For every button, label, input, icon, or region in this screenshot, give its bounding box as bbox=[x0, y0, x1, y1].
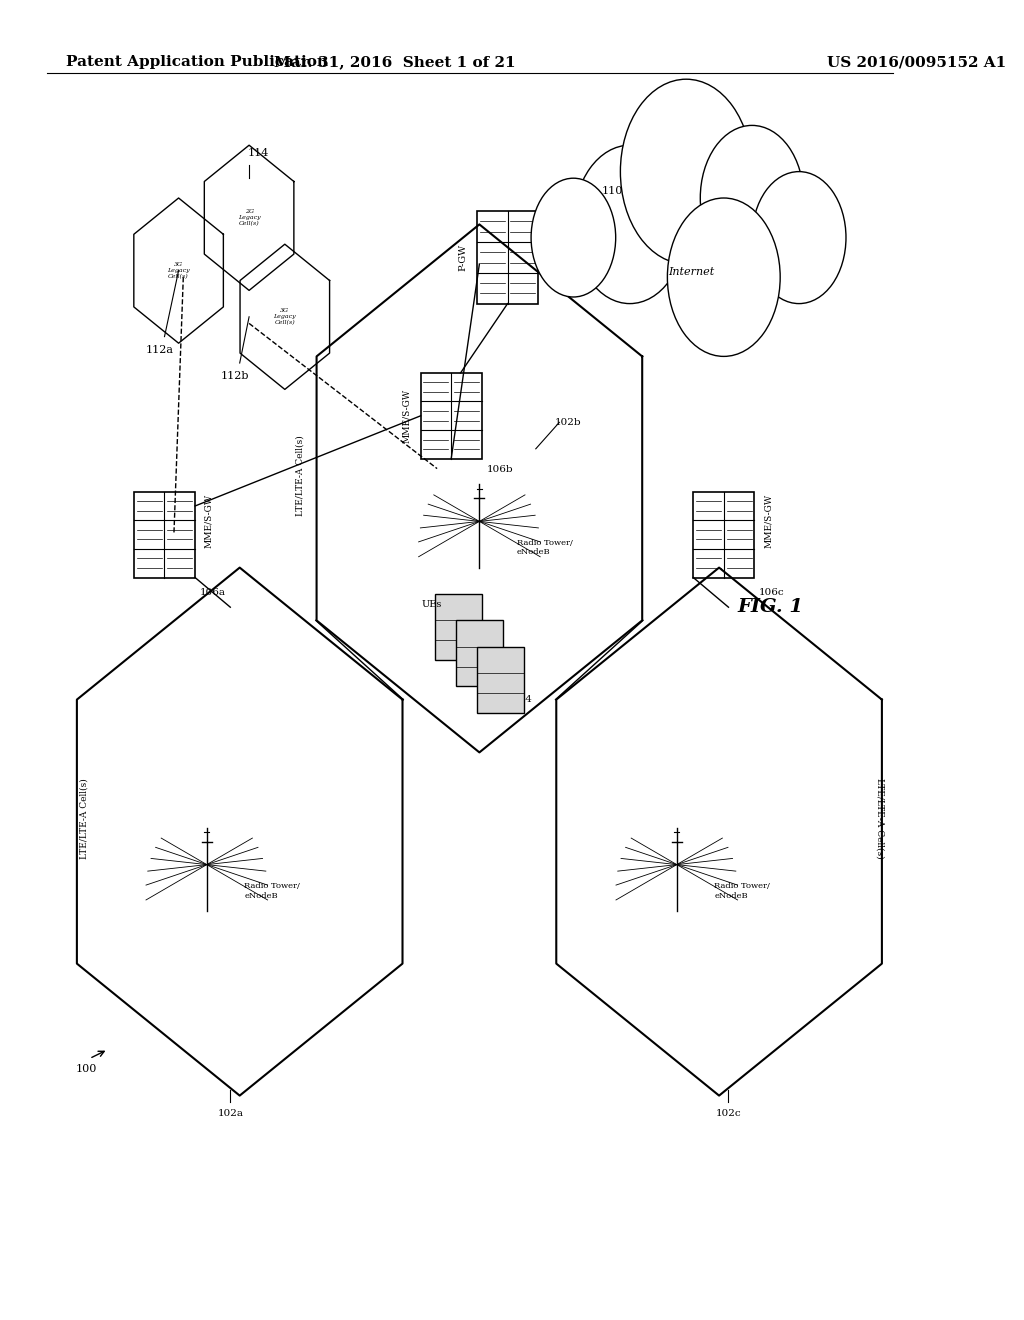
Text: 108: 108 bbox=[543, 211, 563, 220]
Text: FIG. 1: FIG. 1 bbox=[737, 598, 804, 616]
Bar bbox=[456, 620, 503, 686]
Text: Radio Tower/
eNodeB: Radio Tower/ eNodeB bbox=[517, 539, 572, 557]
Bar bbox=[693, 492, 755, 578]
Text: P-GW: P-GW bbox=[459, 244, 468, 271]
Text: 106c: 106c bbox=[759, 589, 784, 597]
Text: 3G
Legacy
Cell(s): 3G Legacy Cell(s) bbox=[273, 309, 296, 325]
Text: MME/S-GW: MME/S-GW bbox=[764, 494, 773, 549]
Text: 110: 110 bbox=[601, 186, 623, 197]
Text: US 2016/0095152 A1: US 2016/0095152 A1 bbox=[827, 55, 1007, 70]
Circle shape bbox=[621, 79, 752, 264]
Circle shape bbox=[573, 145, 686, 304]
Bar bbox=[476, 647, 523, 713]
Bar bbox=[134, 492, 195, 578]
Text: LTE/LTE-A Cell(s): LTE/LTE-A Cell(s) bbox=[876, 777, 885, 859]
Bar bbox=[421, 372, 481, 458]
Text: MME/S-GW: MME/S-GW bbox=[205, 494, 213, 549]
Text: 112b: 112b bbox=[221, 371, 250, 381]
Text: 2G
Legacy
Cell(s): 2G Legacy Cell(s) bbox=[238, 210, 260, 226]
Text: 102a: 102a bbox=[217, 1109, 244, 1118]
Text: Radio Tower/
eNodeB: Radio Tower/ eNodeB bbox=[245, 882, 300, 900]
Text: 106b: 106b bbox=[486, 465, 513, 474]
Text: 106a: 106a bbox=[200, 589, 225, 597]
Text: UEs: UEs bbox=[422, 601, 441, 609]
Text: Internet: Internet bbox=[668, 267, 714, 277]
Circle shape bbox=[752, 172, 846, 304]
Text: Radio Tower/
eNodeB: Radio Tower/ eNodeB bbox=[715, 882, 770, 900]
Text: 3G
Legacy
Cell(s): 3G Legacy Cell(s) bbox=[167, 263, 189, 279]
Text: 100: 100 bbox=[75, 1064, 96, 1074]
Text: Mar. 31, 2016  Sheet 1 of 21: Mar. 31, 2016 Sheet 1 of 21 bbox=[274, 55, 516, 70]
Text: 104: 104 bbox=[512, 696, 532, 704]
Circle shape bbox=[668, 198, 780, 356]
Text: LTE/LTE-A Cell(s): LTE/LTE-A Cell(s) bbox=[296, 434, 304, 516]
Text: 102b: 102b bbox=[555, 418, 582, 426]
Text: MME/S-GW: MME/S-GW bbox=[402, 388, 412, 444]
Text: 112a: 112a bbox=[145, 345, 174, 355]
Text: 102c: 102c bbox=[716, 1109, 741, 1118]
Text: Patent Application Publication: Patent Application Publication bbox=[66, 55, 328, 70]
Text: 114: 114 bbox=[248, 148, 269, 158]
Circle shape bbox=[700, 125, 804, 271]
Bar bbox=[435, 594, 482, 660]
Text: LTE/LTE-A Cell(s): LTE/LTE-A Cell(s) bbox=[80, 777, 89, 859]
Circle shape bbox=[531, 178, 615, 297]
Bar bbox=[477, 211, 539, 304]
